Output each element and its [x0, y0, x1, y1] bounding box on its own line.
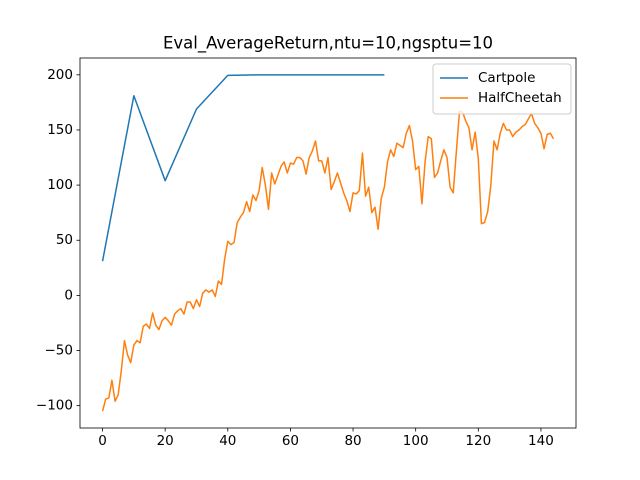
x-tick-label: 120 [465, 433, 491, 449]
y-tick-label: −100 [36, 398, 73, 414]
legend-label: HalfCheetah [478, 90, 562, 106]
chart-title: Eval_AverageReturn,ntu=10,ngsptu=10 [163, 34, 493, 54]
y-tick-label: 100 [47, 177, 73, 193]
legend-label: Cartpole [478, 70, 535, 86]
y-tick-label: 150 [47, 122, 73, 138]
data-line [101, 74, 385, 262]
x-tick-label: 60 [282, 433, 299, 449]
y-tick-label: 200 [47, 67, 73, 83]
x-tick-label: 20 [157, 433, 174, 449]
legend-box [432, 63, 572, 115]
x-tick-label: 40 [219, 433, 236, 449]
x-tick-label: 140 [528, 433, 554, 449]
axes-frame [79, 57, 577, 429]
data-line [101, 110, 555, 412]
x-tick-label: 0 [98, 433, 107, 449]
y-tick-label: 50 [56, 232, 73, 248]
x-tick-label: 100 [403, 433, 429, 449]
y-tick-label: 0 [64, 287, 73, 303]
x-tick-label: 80 [344, 433, 361, 449]
y-tick-label: −50 [45, 343, 74, 359]
